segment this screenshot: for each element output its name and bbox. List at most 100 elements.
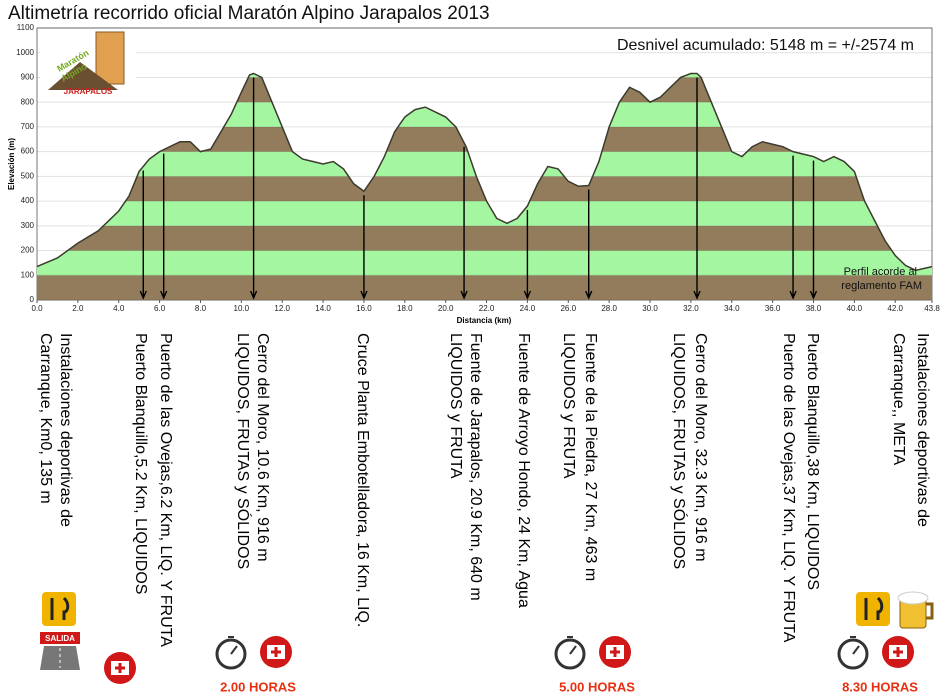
marker-arrow [139, 170, 147, 300]
stopwatch [837, 636, 869, 670]
y-tick-label: 300 [21, 221, 35, 230]
x-tick-label: 2.0 [72, 304, 84, 313]
station-label: Carranque, Km0, 135 m [37, 333, 54, 504]
station-label: Fuente de Arroyo Hondo, 24 Km, Agua [515, 333, 532, 608]
y-tick-label: 0 [30, 295, 35, 304]
first-aid [260, 636, 292, 668]
x-tick-label: 8.0 [195, 304, 207, 313]
note: reglamento FAM [841, 280, 922, 292]
x-tick-label: 12.0 [274, 304, 290, 313]
band [37, 250, 932, 276]
station-label: Instalaciones deportivas de [914, 333, 931, 527]
x-tick-label: 40.0 [847, 304, 863, 313]
marker-arrow [460, 146, 468, 300]
station-label: Cruce Planta Embotelladora, 16 Km, LIQ. [354, 333, 371, 627]
first-aid [599, 636, 631, 668]
stopwatch-hand [567, 636, 577, 655]
x-tick-label: 10.0 [234, 304, 250, 313]
x-tick-label: 4.0 [113, 304, 125, 313]
x-tick-label: 26.0 [560, 304, 576, 313]
station-label: Puerto de las Ovejas,6.2 Km, LIQ. Y FRUT… [157, 333, 174, 647]
x-tick-label: 14.0 [315, 304, 331, 313]
stopwatch-hand [228, 636, 238, 655]
marker-arrow [160, 153, 168, 300]
y-tick-label: 100 [21, 270, 35, 279]
stopwatch [215, 636, 247, 670]
x-tick-label: 22.0 [479, 304, 495, 313]
station-label: Puerto de las Ovejas,37 Km, LIQ. Y FRUTA [780, 333, 797, 643]
annotation: Desnivel acumulado: 5148 m = +/-2574 m [617, 37, 914, 54]
y-tick-label: 1100 [17, 23, 35, 32]
y-axis-label: Elevación (m) [7, 138, 16, 190]
x-tick-label: 16.0 [356, 304, 372, 313]
x-tick-label: 30.0 [642, 304, 658, 313]
x-tick-label: 28.0 [601, 304, 617, 313]
x-tick-label: 32.0 [683, 304, 699, 313]
x-tick-label: 6.0 [154, 304, 166, 313]
marker-arrow [809, 160, 818, 300]
marker-arrow [693, 77, 701, 300]
station-label: Cerro del Moro, 32.3 Km, 916 m [692, 333, 709, 562]
start-sign-text: SALIDA [45, 634, 75, 643]
y-tick-label: 900 [21, 73, 35, 82]
band [37, 275, 932, 300]
marker-arrow [523, 210, 532, 300]
y-tick-label: 700 [21, 122, 35, 131]
x-tick-label: 34.0 [724, 304, 740, 313]
x-tick-label: 36.0 [765, 304, 781, 313]
station-label: Fuente de la Piedra, 27 Km, 463 m [582, 333, 599, 581]
station-label: Puerto Blanquillo,5.2 Km, LIQUIDOS [132, 333, 149, 594]
start-sign: SALIDA [40, 632, 80, 670]
station-label: LIQUIDOS y FRUTA [560, 333, 577, 479]
station-label: LIQUIDOS, FRUTAS y SÓLIDOS [670, 333, 689, 569]
x-tick-label: 24.0 [520, 304, 536, 313]
station-label: LIQUIDOS, FRUTAS y SÓLIDOS [234, 333, 253, 569]
stopwatch-hand [850, 636, 860, 655]
stopwatch [554, 636, 586, 670]
first-aid-cross [610, 647, 620, 657]
note: Perfil acorde al [844, 266, 917, 278]
x-tick-label: 43.8 [924, 304, 940, 313]
title: Altimetría recorrido oficial Maratón Alp… [8, 3, 490, 24]
station-label: Instalaciones deportivas de [57, 333, 74, 527]
first-aid-cross [271, 647, 281, 657]
marker-arrow [789, 155, 797, 300]
icons: SALIDA 2.00 HORAS 5.00 HORAS 8.30 HORAS [40, 591, 934, 694]
x-axis-label: Distancia (km) [457, 316, 512, 325]
x-tick-label: 42.0 [887, 304, 903, 313]
marker-arrow [360, 195, 368, 300]
logo: Maratón Alpino JARAPALOS [40, 30, 136, 98]
x-tick-label: 38.0 [806, 304, 822, 313]
y-tick-label: 1000 [16, 48, 34, 57]
y-tick-label: 200 [21, 246, 35, 255]
beer-icon [897, 591, 934, 629]
y-tick-label: 600 [21, 147, 35, 156]
x-tick-label: 0.0 [31, 304, 43, 313]
first-aid-cross [115, 663, 125, 673]
station-label: Puerto Blanquillo,38 Km, LIQUIDOS [804, 333, 821, 590]
y-tick-label: 500 [21, 171, 35, 180]
marker-arrow [585, 189, 593, 300]
time-label: 2.00 HORAS [220, 679, 296, 694]
station-label: Carranque,, META [890, 333, 907, 466]
station-label: LIQUIDOS y FRUTA [447, 333, 464, 479]
food-icon [856, 592, 890, 626]
station-label: Fuente de Jarapalos, 20.9 Km, 640 m [467, 333, 484, 601]
profile-line [36, 72, 933, 272]
x-tick-label: 18.0 [397, 304, 413, 313]
time-label: 5.00 HORAS [559, 679, 635, 694]
first-aid-cross [893, 647, 903, 657]
y-tick-label: 400 [21, 196, 35, 205]
band [37, 225, 932, 251]
band [37, 201, 932, 226]
station-label: Cerro del Moro, 10.6 Km, 916 m [254, 333, 271, 562]
x-tick-label: 20.0 [438, 304, 454, 313]
first-aid [882, 636, 914, 668]
y-tick-label: 800 [21, 97, 35, 106]
food-icon [42, 592, 76, 626]
logo-text: JARAPALOS [64, 87, 113, 96]
time-label: 8.30 HORAS [842, 679, 918, 694]
marker-arrow [249, 77, 258, 300]
